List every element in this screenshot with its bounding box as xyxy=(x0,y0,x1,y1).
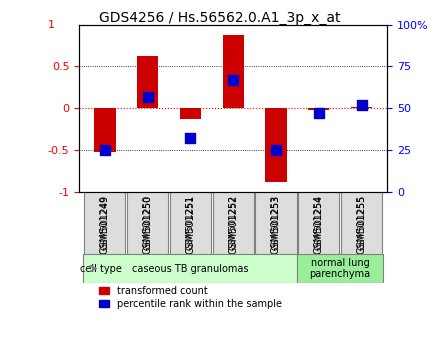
Text: GSM501255: GSM501255 xyxy=(356,195,367,254)
Text: GSM501249: GSM501249 xyxy=(100,195,110,254)
Text: GSM501250: GSM501250 xyxy=(143,195,152,250)
Text: GDS4256 / Hs.56562.0.A1_3p_x_at: GDS4256 / Hs.56562.0.A1_3p_x_at xyxy=(99,11,341,25)
Text: cell type: cell type xyxy=(80,263,122,274)
Text: GSM501251: GSM501251 xyxy=(185,195,195,254)
FancyBboxPatch shape xyxy=(297,254,383,283)
Point xyxy=(272,147,279,153)
FancyBboxPatch shape xyxy=(256,192,297,253)
Point xyxy=(144,94,151,99)
Bar xyxy=(308,108,330,110)
FancyBboxPatch shape xyxy=(84,192,125,253)
Text: GSM501253: GSM501253 xyxy=(271,195,281,254)
Text: GSM501252: GSM501252 xyxy=(229,195,238,250)
Bar xyxy=(265,108,287,182)
Text: GSM501251: GSM501251 xyxy=(186,195,195,250)
FancyBboxPatch shape xyxy=(127,192,168,253)
Bar xyxy=(137,57,158,108)
Text: normal lung
parenchyma: normal lung parenchyma xyxy=(310,258,371,279)
Point xyxy=(230,77,237,83)
Point xyxy=(315,110,322,116)
Text: caseous TB granulomas: caseous TB granulomas xyxy=(132,263,249,274)
Text: GSM501250: GSM501250 xyxy=(143,195,153,254)
Point xyxy=(101,147,108,153)
Bar xyxy=(223,35,244,108)
FancyBboxPatch shape xyxy=(298,192,339,253)
Text: GSM501253: GSM501253 xyxy=(271,195,280,250)
Bar xyxy=(351,107,372,108)
Text: GSM501254: GSM501254 xyxy=(314,195,324,254)
FancyBboxPatch shape xyxy=(84,254,297,283)
Text: GSM501249: GSM501249 xyxy=(100,195,110,250)
Bar xyxy=(94,108,116,152)
Bar xyxy=(180,108,201,119)
FancyBboxPatch shape xyxy=(341,192,382,253)
Point xyxy=(187,135,194,141)
FancyBboxPatch shape xyxy=(213,192,254,253)
Text: GSM501255: GSM501255 xyxy=(357,195,366,250)
Text: 1: 1 xyxy=(48,20,55,30)
Text: GSM501254: GSM501254 xyxy=(314,195,323,250)
Text: GSM501252: GSM501252 xyxy=(228,195,238,254)
Legend: transformed count, percentile rank within the sample: transformed count, percentile rank withi… xyxy=(99,286,282,309)
Point xyxy=(358,102,365,108)
FancyBboxPatch shape xyxy=(170,192,211,253)
